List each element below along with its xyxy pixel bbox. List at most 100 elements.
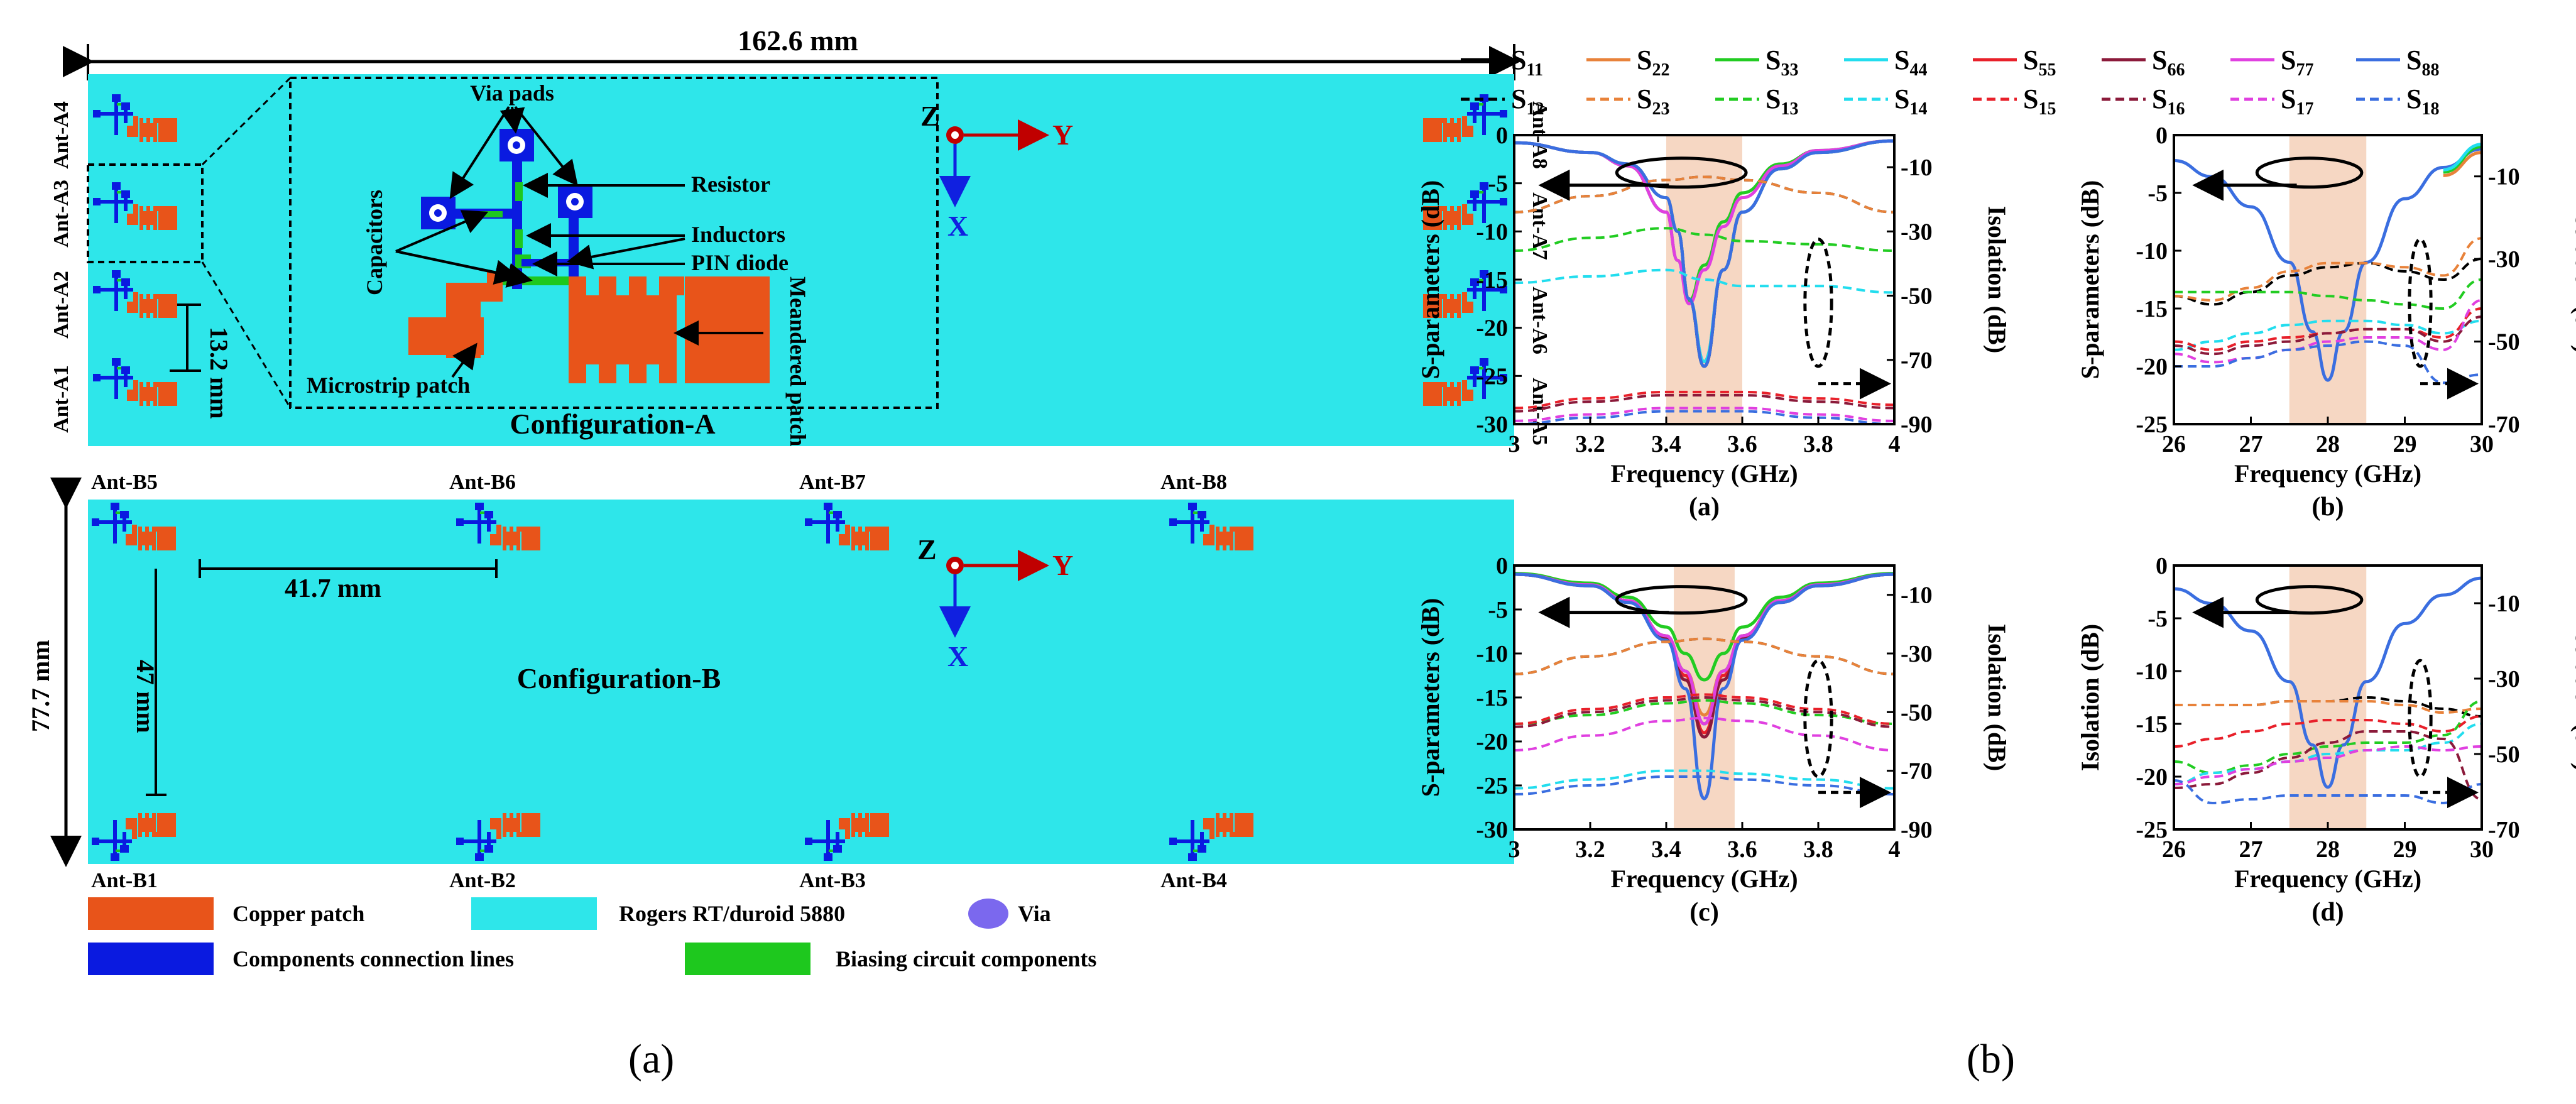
y-tick-label: -25 — [2136, 412, 2168, 438]
annotation-ellipse-right — [2408, 238, 2433, 368]
y2-tick-label: -10 — [2488, 591, 2520, 617]
y2-tick-label: -70 — [2488, 817, 2520, 843]
panel-label: (a) — [1689, 493, 1720, 522]
y-tick-label: -15 — [2136, 296, 2168, 322]
y-tick-label: -10 — [1476, 219, 1508, 245]
x-tick-label: 3.6 — [1727, 431, 1757, 457]
y-tick-label: 0 — [1496, 123, 1508, 149]
ant-b5-label: Ant-B5 — [91, 471, 158, 494]
legend-label-bias: Biasing circuit components — [836, 946, 1096, 971]
annotation-ellipse-left — [2255, 585, 2364, 615]
sparam-charts: 3 3.2 3.4 3.6 3.8 4 0 -5 -10 -15 -20 -25 -30 -10 -30 -5… — [1416, 123, 2576, 927]
legend-label-via: Via — [1018, 901, 1051, 926]
series-s13 — [1514, 227, 1894, 252]
svg-text:Y: Y — [1052, 119, 1073, 151]
legend-swatch-lines — [88, 943, 214, 975]
legend-label-s13: S13 — [1766, 84, 1798, 119]
antenna-labels: Ant-A4 Ant-A3 Ant-A2 Ant-A1 Ant-A8 Ant-A… — [50, 101, 1551, 892]
ant-b8-label: Ant-B8 — [1160, 471, 1227, 494]
y2-tick-label: -30 — [1901, 641, 1933, 667]
chart-a: 3 3.2 3.4 3.6 3.8 4 0 -5 -10 -15 -20 -25 -30 -10 -30 -5… — [1416, 123, 2011, 522]
ant-a-right-3 — [1423, 270, 1507, 318]
ant-b1-label: Ant-B1 — [91, 869, 158, 892]
annotation-ellipse-right — [2408, 659, 2433, 779]
y-tick-label: 0 — [2156, 553, 2168, 579]
legend-label-copper: Copper patch — [232, 901, 364, 926]
series-s17 — [1514, 407, 1894, 422]
config-a-title: Configuration-A — [510, 408, 715, 440]
y-tick-label: 0 — [2156, 123, 2168, 149]
y-tick-label: -10 — [2136, 238, 2168, 265]
series-s14 — [2174, 319, 2482, 351]
x-tick-label: 4 — [1889, 836, 1901, 863]
y-tick-label: -15 — [1476, 267, 1508, 293]
legend-label-s23: S23 — [1637, 84, 1669, 119]
series-s23 — [1514, 175, 1894, 214]
y2-tick-label: -70 — [2488, 412, 2520, 438]
x-tick-label: 3.4 — [1651, 836, 1681, 863]
chart-d: 26 27 28 29 30 0 -5 -10 -15 -20 -25 -10 -30 -50 -70 Fre… — [2076, 553, 2576, 927]
series-s16 — [1514, 394, 1894, 413]
x-tick-label: 3.8 — [1803, 836, 1833, 863]
series-s16 — [2174, 730, 2482, 801]
ant-a-right-1 — [1423, 94, 1507, 142]
legend-swatch-copper — [88, 897, 214, 930]
series-s15 — [2174, 715, 2482, 748]
svg-text:Y: Y — [1052, 549, 1073, 581]
svg-text:Z: Z — [920, 100, 940, 132]
series-s44 — [2443, 143, 2482, 172]
series-s16 — [2174, 315, 2482, 356]
x-tick-label: 3.2 — [1575, 431, 1605, 457]
legend-label-s14: S14 — [1894, 84, 1927, 119]
y2-tick-label: -10 — [1901, 155, 1933, 181]
x-tick-label: 3 — [1509, 431, 1520, 457]
sparam-legend: S11 S22 S33 S44 S55 S66 S77 S88 S12 S23 S13 S14 S15 S… — [1461, 45, 2439, 119]
chart-b: 26 27 28 29 30 0 -5 -10 -15 -20 -25 -10 -30 -50 -70 Fre… — [2076, 123, 2576, 522]
x-axis-label: Frequency (GHz) — [2234, 865, 2421, 893]
legend-label-s88: S88 — [2406, 45, 2439, 80]
inset-box — [289, 77, 939, 409]
spacing-b-x-label: 41.7 mm — [285, 574, 381, 603]
annotation-ellipse-left — [2255, 156, 2364, 189]
series-s13 — [2174, 278, 2482, 310]
y-tick-label: -25 — [1476, 773, 1508, 799]
panel-label: (d) — [2311, 898, 2344, 927]
y2-tick-label: -30 — [2488, 246, 2520, 273]
ant-b3-label: Ant-B3 — [799, 869, 866, 892]
ant-b6-label: Ant-B6 — [449, 471, 516, 494]
y-tick-label: -5 — [1488, 597, 1508, 623]
legend-label-s33: S33 — [1766, 45, 1798, 80]
caption-right: (b) — [1967, 1036, 2015, 1082]
y-tick-label: -20 — [2136, 764, 2168, 790]
series-s16 — [1514, 696, 1894, 728]
x-tick-label: 26 — [2162, 431, 2186, 457]
series-s88 — [2174, 576, 2482, 789]
series-s14 — [1514, 769, 1894, 790]
x-tick-label: 30 — [2470, 431, 2494, 457]
label-meandered-patch: Meandered patch — [785, 276, 810, 446]
series-s18 — [2174, 340, 2482, 385]
svg-text:X: X — [947, 210, 968, 242]
y-axis-label: S-parameters (dB) — [1416, 180, 1444, 380]
series-s14 — [2174, 723, 2482, 785]
series-s17 — [2174, 745, 2482, 785]
series-s15 — [1514, 693, 1894, 725]
y2-axis-label: Isolation (dB) — [2570, 206, 2576, 354]
height-b-label: 77.7 mm — [26, 640, 55, 732]
ant-b-bottom-2 — [456, 813, 540, 861]
ant-a3-label: Ant-A3 — [50, 180, 73, 248]
width-dimension-label: 162.6 mm — [738, 25, 858, 57]
series-s12 — [2174, 258, 2482, 306]
legend-label-s16: S16 — [2152, 84, 2185, 119]
legend-swatch-via — [968, 899, 1008, 929]
legend-label-s12: S12 — [1511, 84, 1544, 119]
y-tick-label: -15 — [2136, 711, 2168, 738]
ant-b7-label: Ant-B7 — [799, 471, 866, 494]
annotation-ellipse-left — [1615, 585, 1748, 615]
legend-label-s55: S55 — [2023, 45, 2056, 80]
legend-swatch-rogers — [471, 897, 597, 930]
y-axis-label: S-parameters (dB) — [1416, 598, 1444, 797]
legend-label-s15: S15 — [2023, 84, 2056, 119]
ant-b-bottom-1 — [92, 813, 176, 861]
series-group — [2174, 576, 2482, 805]
